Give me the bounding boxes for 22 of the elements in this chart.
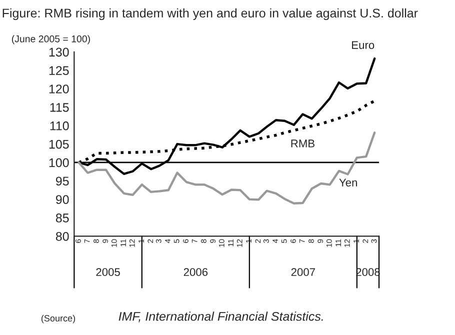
y-tick-label: 85: [56, 214, 69, 222]
chart-title: Figure: RMB rising in tandem with yen and euro in value against U.S. dollar: [2, 8, 418, 20]
y-tick-label: 100: [49, 158, 69, 168]
y-tick-label: 110: [50, 121, 69, 130]
y-tick-label: 80: [56, 232, 69, 241]
y-tick-label: 105: [49, 140, 69, 149]
y-axis-title: (June 2005 = 100): [12, 35, 90, 44]
series-label: Euro: [352, 41, 374, 49]
text: 2007: [291, 268, 315, 276]
text: 2006: [184, 268, 208, 276]
series-label: RMB: [291, 140, 314, 148]
text: IMF, International Financial Statistics.: [118, 312, 323, 322]
y-tick-label: 125: [49, 66, 69, 75]
text: (Source): [42, 314, 76, 324]
y-tick-label: 120: [49, 84, 69, 94]
text: 2005: [96, 268, 120, 276]
y-tick-label: 115: [50, 103, 69, 112]
series-label: Yen: [339, 178, 357, 186]
y-tick-label: 130: [49, 48, 69, 57]
y-tick-label: 90: [56, 195, 69, 204]
y-tick-label: 95: [56, 176, 69, 186]
line-series: [78, 132, 376, 204]
